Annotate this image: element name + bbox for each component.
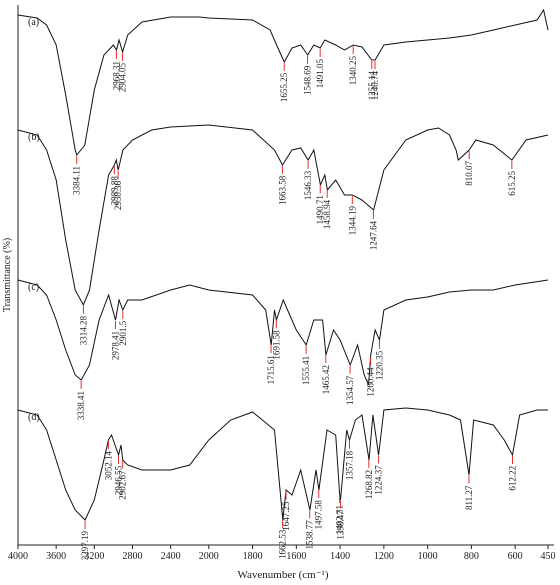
peak-label: 2946.55	[113, 465, 123, 495]
peak-label: 810.07	[464, 161, 474, 186]
peak-label: 1344.19	[347, 206, 357, 236]
peak-label: 2950.36	[113, 180, 123, 210]
peak-label: 615.25	[507, 170, 517, 195]
peak-label: 1555.41	[301, 356, 311, 385]
x-tick-label: 1800	[243, 551, 263, 562]
spectrum-line	[17, 407, 548, 521]
peak-label: 1240.74	[370, 71, 380, 101]
spectrum-line	[17, 8, 549, 157]
peak-label: 3052.14	[103, 451, 113, 481]
peak-label: 1662.53	[278, 529, 288, 559]
spectrum-line	[17, 279, 549, 386]
peak-label: 1340.25	[348, 56, 358, 86]
peak-label: 1548.69	[303, 65, 313, 95]
peak-label: 1402.31	[335, 505, 345, 534]
x-tick-label: 3200	[84, 551, 104, 562]
peak-label: 1260.44	[366, 367, 376, 397]
x-tick-label: 4000	[8, 551, 28, 562]
x-tick-label: 1000	[418, 551, 438, 562]
x-tick-label: 600	[508, 551, 523, 562]
series-label: (a)	[28, 17, 39, 28]
peak-label: 2904.05	[118, 62, 128, 92]
peak-label: 1497.58	[314, 500, 324, 530]
peak-label: 1465.42	[321, 365, 331, 394]
peak-label: 1546.33	[303, 170, 313, 200]
x-tick-label: 2800	[122, 551, 142, 562]
peak-label: 1715.61	[266, 355, 276, 384]
peak-label: 1491.05	[315, 58, 325, 88]
peak-label: 2989.88	[109, 176, 119, 206]
x-tick-label: 800	[464, 551, 479, 562]
peak-label: 811.27	[464, 485, 474, 510]
peak-label: 3384.11	[72, 166, 82, 195]
x-tick-label: 1600	[286, 551, 306, 562]
peak-label: 612.22	[508, 466, 518, 491]
series-label: (d)	[28, 412, 40, 423]
peak-label: 3314.28	[78, 315, 88, 345]
peak-label: 1354.57	[345, 375, 355, 405]
peak-label: 1398.47	[335, 510, 345, 540]
peak-label: 1357.18	[344, 450, 354, 480]
series-label: (b)	[28, 132, 40, 143]
x-tick-label: 450	[541, 551, 556, 562]
spectrum-line	[17, 124, 549, 307]
peak-label: 1458.94	[322, 199, 332, 229]
x-tick-label: 1200	[374, 551, 394, 562]
peak-label: 1220.35	[374, 350, 384, 380]
peak-label: 2978.41	[110, 331, 120, 360]
peak-label: 3297.19	[80, 530, 90, 560]
x-axis-label: Wavenumber (cm⁻¹)	[238, 569, 329, 581]
peak-label: 1490.71	[315, 195, 325, 224]
peak-label: 1268.82	[364, 470, 374, 499]
peak-label: 2901.5	[118, 320, 128, 345]
series-label: (c)	[28, 282, 39, 293]
y-axis-label: Transmittance (%)	[2, 238, 13, 312]
peak-label: 1538.77	[305, 520, 315, 550]
peak-label: 1691.58	[271, 330, 281, 360]
peak-label: 1255.14	[367, 70, 377, 100]
peak-label: 1224.37	[374, 465, 384, 495]
peak-label: 1647.25	[281, 501, 291, 531]
peak-label: 1655.25	[279, 72, 289, 102]
peak-label: 2968.31	[111, 61, 121, 90]
x-tick-label: 2400	[161, 551, 181, 562]
x-tick-label: 3600	[46, 551, 66, 562]
peak-label: 2902.67	[118, 470, 128, 500]
x-tick-label: 2000	[199, 551, 219, 562]
peak-label: 1663.58	[277, 175, 287, 205]
peak-label: 3338.41	[76, 391, 86, 420]
peak-label: 1247.64	[368, 220, 378, 250]
x-tick-label: 1400	[330, 551, 350, 562]
